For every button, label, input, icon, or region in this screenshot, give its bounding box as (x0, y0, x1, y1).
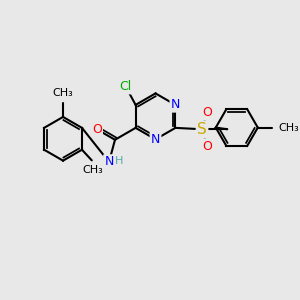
Text: N: N (151, 133, 160, 146)
Text: N: N (171, 98, 180, 111)
Text: O: O (202, 106, 212, 119)
Text: Cl: Cl (120, 80, 132, 93)
Text: O: O (92, 123, 102, 136)
Text: N: N (104, 155, 114, 169)
Text: O: O (202, 140, 212, 153)
Text: H: H (115, 156, 123, 166)
Text: CH₃: CH₃ (278, 123, 299, 133)
Text: CH₃: CH₃ (53, 88, 74, 98)
Text: S: S (197, 122, 207, 137)
Text: CH₃: CH₃ (83, 165, 104, 176)
